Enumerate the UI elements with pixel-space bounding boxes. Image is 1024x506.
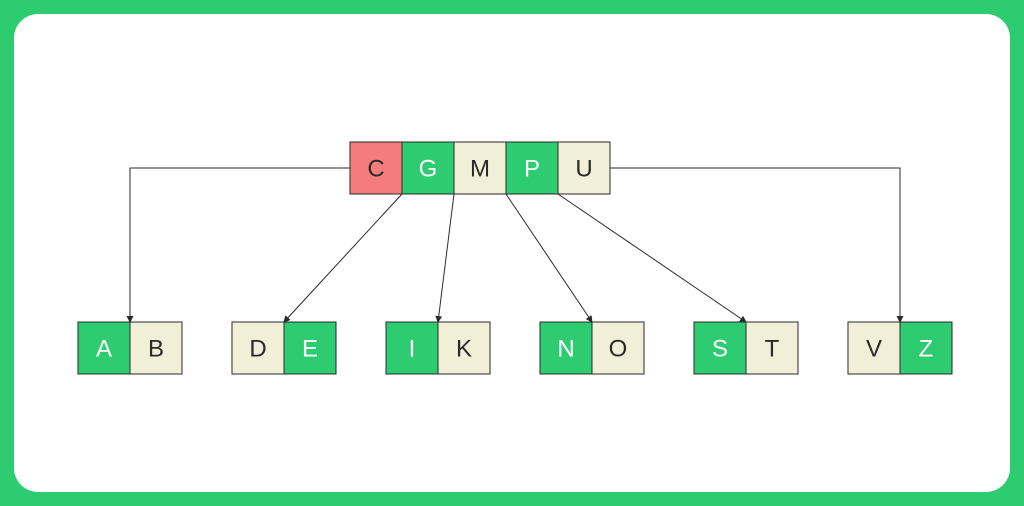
child-node-0-label-1: B [148,336,164,363]
diagram-panel: CGMPUABDEIKNOSTVZ [14,14,1010,492]
child-node-5-label-1: Z [919,336,934,363]
btree-diagram: CGMPUABDEIKNOSTVZ [14,14,1010,492]
child-node-4-label-1: T [765,336,780,363]
frame: CGMPUABDEIKNOSTVZ [0,0,1024,506]
child-node-0: AB [78,322,182,374]
child-node-1-label-0: D [249,336,266,363]
child-node-0-label-0: A [96,336,112,363]
edge-5 [610,168,900,322]
edge-1 [284,194,402,322]
child-node-4-label-0: S [712,336,728,363]
child-node-1: DE [232,322,336,374]
root-node-label-1: G [419,156,438,183]
edge-0 [130,168,350,322]
root-node-label-3: P [524,156,540,183]
child-node-5-label-0: V [866,336,882,363]
edge-2 [438,194,454,322]
child-node-1-label-1: E [302,336,318,363]
child-node-3: NO [540,322,644,374]
child-node-2-label-1: K [456,336,472,363]
edge-3 [506,194,592,322]
child-node-3-label-1: O [609,336,628,363]
root-node: CGMPU [350,142,610,194]
root-node-label-0: C [367,156,384,183]
child-node-3-label-0: N [557,336,574,363]
child-node-5: VZ [848,322,952,374]
child-node-4: ST [694,322,798,374]
child-node-2: IK [386,322,490,374]
root-node-label-2: M [470,156,490,183]
root-node-label-4: U [575,156,592,183]
child-node-2-label-0: I [409,336,416,363]
edge-4 [558,194,746,322]
